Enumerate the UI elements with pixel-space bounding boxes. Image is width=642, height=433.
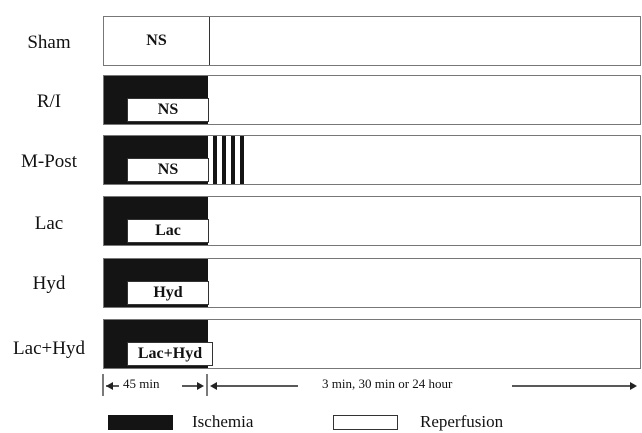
treatment-label-lac: Lac (127, 219, 209, 243)
treatment-label-hyd: Hyd (127, 281, 209, 305)
row-label-sham: Sham (27, 32, 71, 53)
bar-sham: NS (103, 16, 641, 66)
bar-lac-hyd: Lac+Hyd (103, 319, 641, 369)
treatment-label-m-post: NS (127, 158, 209, 182)
postcond-stripe (222, 136, 226, 184)
timeline-phase2-label: 3 min, 30 min or 24 hour (322, 376, 453, 391)
row-label-lac: Lac (34, 213, 64, 234)
row-label-ri: R/I (36, 91, 62, 112)
bar-m-post: NS (103, 135, 641, 185)
row-label-lac-hyd: Lac+Hyd (13, 338, 85, 359)
postconditioning-stripes (210, 136, 247, 184)
reperfusion-swatch (333, 415, 398, 430)
legend-reperfusion-label: Reperfusion (420, 412, 504, 431)
timeline-arrows (102, 374, 637, 396)
timeline: 45 min 3 min, 30 min or 24 hour (0, 370, 642, 400)
ischemia-swatch (108, 415, 173, 430)
bar-hyd: Hyd (103, 258, 641, 308)
treatment-label-sham: NS (104, 17, 209, 65)
legend-ischemia-label: Ischemia (192, 412, 254, 431)
timeline-phase1-label: 45 min (123, 376, 160, 391)
postcond-stripe (213, 136, 217, 184)
treatment-label-lac-hyd: Lac+Hyd (127, 342, 213, 366)
sham-treatment-box: NS (104, 17, 210, 65)
row-label-m-post: M-Post (21, 151, 77, 172)
row-label-hyd: Hyd (32, 273, 66, 294)
bar-ri: NS (103, 75, 641, 125)
postcond-stripe (231, 136, 235, 184)
treatment-label-ri: NS (127, 98, 209, 122)
bar-lac: Lac (103, 196, 641, 246)
postcond-stripe (240, 136, 244, 184)
